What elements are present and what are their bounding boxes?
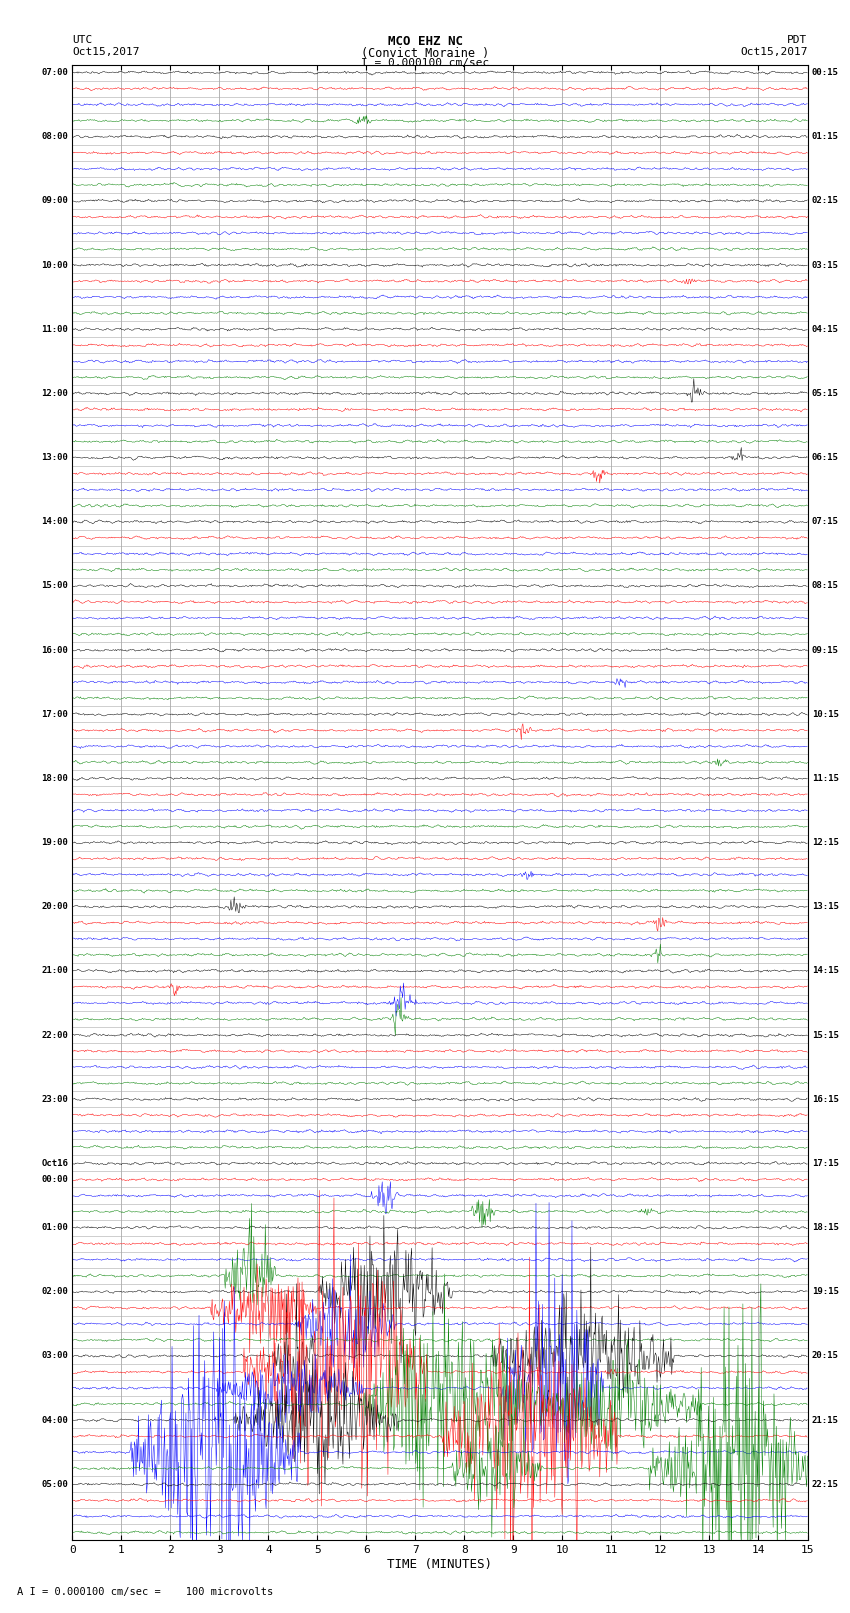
Text: 20:15: 20:15: [812, 1352, 839, 1360]
Text: 19:15: 19:15: [812, 1287, 839, 1297]
Text: 18:15: 18:15: [812, 1223, 839, 1232]
Text: Oct15,2017: Oct15,2017: [740, 47, 808, 56]
Text: I = 0.000100 cm/sec: I = 0.000100 cm/sec: [361, 58, 489, 68]
Text: 08:15: 08:15: [812, 581, 839, 590]
Text: 16:00: 16:00: [41, 645, 68, 655]
Text: 23:00: 23:00: [41, 1095, 68, 1103]
Text: 15:15: 15:15: [812, 1031, 839, 1040]
Text: 10:15: 10:15: [812, 710, 839, 719]
Text: 12:00: 12:00: [41, 389, 68, 398]
Text: 19:00: 19:00: [41, 839, 68, 847]
Text: 03:00: 03:00: [41, 1352, 68, 1360]
Text: 02:00: 02:00: [41, 1287, 68, 1297]
Text: 10:00: 10:00: [41, 261, 68, 269]
Text: 14:00: 14:00: [41, 518, 68, 526]
Text: Oct16: Oct16: [41, 1158, 68, 1168]
Text: 15:00: 15:00: [41, 581, 68, 590]
Text: 11:15: 11:15: [812, 774, 839, 782]
Text: (Convict Moraine ): (Convict Moraine ): [361, 47, 489, 60]
Text: 04:15: 04:15: [812, 324, 839, 334]
Text: 07:00: 07:00: [41, 68, 68, 77]
Text: 08:00: 08:00: [41, 132, 68, 142]
Text: 12:15: 12:15: [812, 839, 839, 847]
Text: 04:00: 04:00: [41, 1416, 68, 1424]
Text: 21:15: 21:15: [812, 1416, 839, 1424]
Text: 05:00: 05:00: [41, 1479, 68, 1489]
Text: 03:15: 03:15: [812, 261, 839, 269]
Text: 21:00: 21:00: [41, 966, 68, 976]
Text: 13:15: 13:15: [812, 902, 839, 911]
Text: 05:15: 05:15: [812, 389, 839, 398]
Text: Oct15,2017: Oct15,2017: [72, 47, 139, 56]
Text: 17:15: 17:15: [812, 1158, 839, 1168]
Text: 02:15: 02:15: [812, 197, 839, 205]
Text: 14:15: 14:15: [812, 966, 839, 976]
Text: A I = 0.000100 cm/sec =    100 microvolts: A I = 0.000100 cm/sec = 100 microvolts: [17, 1587, 273, 1597]
Text: MCO EHZ NC: MCO EHZ NC: [388, 35, 462, 48]
Text: 22:00: 22:00: [41, 1031, 68, 1040]
Text: UTC: UTC: [72, 35, 93, 45]
Text: 06:15: 06:15: [812, 453, 839, 461]
Text: 01:00: 01:00: [41, 1223, 68, 1232]
Text: 18:00: 18:00: [41, 774, 68, 782]
Text: 01:15: 01:15: [812, 132, 839, 142]
Text: 00:15: 00:15: [812, 68, 839, 77]
X-axis label: TIME (MINUTES): TIME (MINUTES): [388, 1558, 492, 1571]
Text: PDT: PDT: [787, 35, 808, 45]
Text: 17:00: 17:00: [41, 710, 68, 719]
Text: 13:00: 13:00: [41, 453, 68, 461]
Text: 22:15: 22:15: [812, 1479, 839, 1489]
Text: 11:00: 11:00: [41, 324, 68, 334]
Text: 00:00: 00:00: [41, 1174, 68, 1184]
Text: 07:15: 07:15: [812, 518, 839, 526]
Text: 20:00: 20:00: [41, 902, 68, 911]
Text: 16:15: 16:15: [812, 1095, 839, 1103]
Text: 09:15: 09:15: [812, 645, 839, 655]
Text: 09:00: 09:00: [41, 197, 68, 205]
